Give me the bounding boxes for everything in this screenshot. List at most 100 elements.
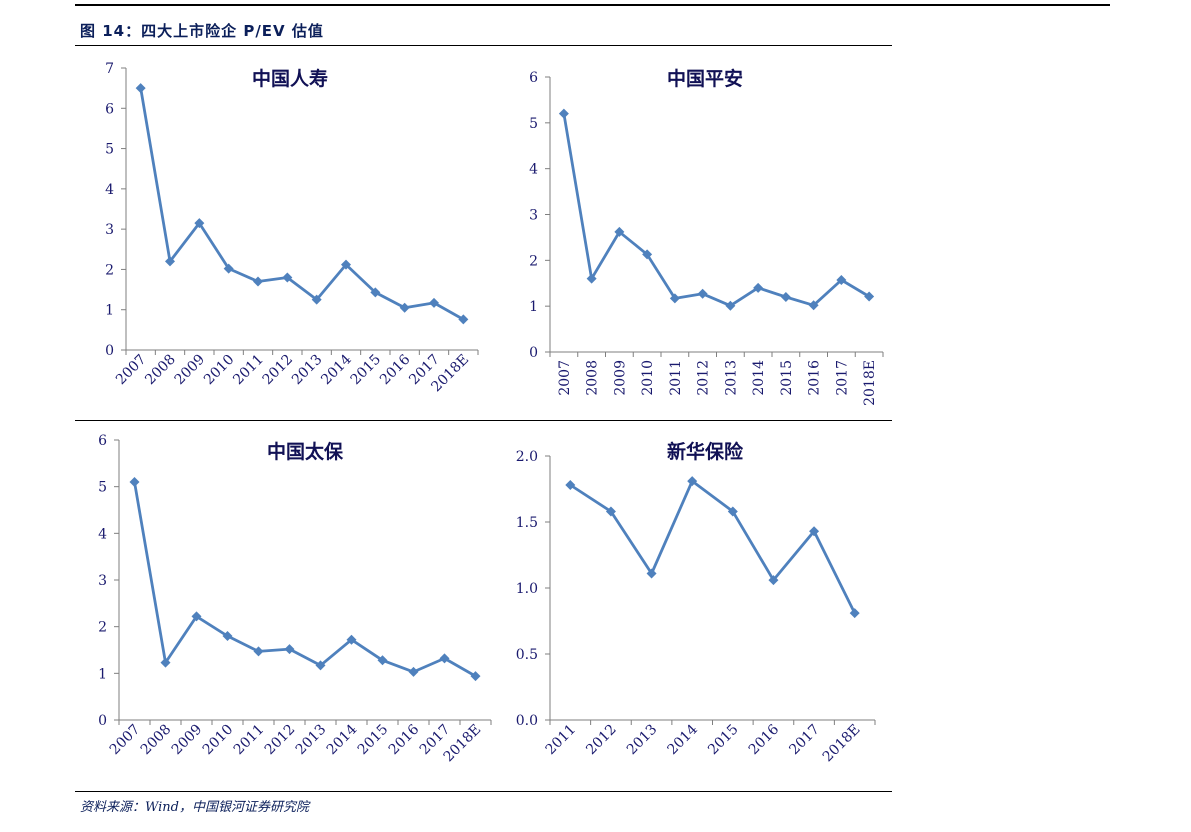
chart-title: 中国人寿 xyxy=(252,67,328,90)
data-point xyxy=(399,302,410,313)
data-point xyxy=(727,506,738,517)
y-tick-label: 3 xyxy=(105,222,114,238)
y-tick-label: 2 xyxy=(98,620,107,636)
x-tick-label: 2010 xyxy=(640,360,656,396)
data-point xyxy=(160,657,171,668)
chart-title: 新华保险 xyxy=(667,440,744,463)
data-point xyxy=(836,275,847,286)
x-tick-label: 2015 xyxy=(705,722,742,759)
chart-ping-an: 中国平安 0 1 2 3 4 5 6 2007 2008 2009 2010 2011 2012 2013 2… xyxy=(529,67,884,406)
x-tick-label: 2018E xyxy=(862,360,878,406)
y-tick-label: 1.0 xyxy=(516,581,538,597)
x-tick-label: 2013 xyxy=(723,360,739,396)
y-tick-label: 1 xyxy=(98,666,107,682)
y-tick-label: 5 xyxy=(105,142,114,158)
x-tick-label: 2015 xyxy=(779,360,795,396)
y-tick-label: 3 xyxy=(98,573,107,589)
data-point xyxy=(753,282,764,293)
data-point xyxy=(346,634,357,645)
x-tick-label: 2016 xyxy=(746,721,783,758)
data-point xyxy=(768,575,779,586)
x-tick-label: 2010 xyxy=(201,352,238,389)
x-tick-label: 2011 xyxy=(543,722,580,759)
top-rule xyxy=(75,4,1110,6)
x-tick-label: 2018E xyxy=(820,722,864,766)
data-point xyxy=(669,293,680,304)
x-tick-label: 2012 xyxy=(583,722,620,759)
data-point xyxy=(223,263,234,274)
x-tick-label: 2014 xyxy=(324,721,361,758)
data-point xyxy=(191,611,202,622)
y-tick-label: 0 xyxy=(529,345,538,361)
y-tick-label: 7 xyxy=(105,61,114,77)
data-point xyxy=(408,666,419,677)
data-point xyxy=(135,83,146,94)
x-tick-label: 2009 xyxy=(169,722,206,759)
y-tick-label: 6 xyxy=(105,101,114,117)
data-point xyxy=(315,660,326,671)
x-tick-label: 2013 xyxy=(293,722,330,759)
data-point xyxy=(614,226,625,237)
data-point xyxy=(377,655,388,666)
title-rule xyxy=(75,45,892,46)
data-point xyxy=(253,276,263,287)
x-tick-label: 2008 xyxy=(585,360,601,396)
x-tick-label: 2009 xyxy=(172,352,209,389)
x-tick-label: 2007 xyxy=(107,722,144,759)
x-tick-label: 2011 xyxy=(668,360,684,396)
x-tick-label: 2014 xyxy=(318,351,355,388)
y-tick-label: 2 xyxy=(105,262,114,278)
data-point xyxy=(697,288,708,299)
data-point xyxy=(646,568,657,579)
data-point xyxy=(458,314,469,325)
data-point xyxy=(808,300,819,311)
y-tick-label: 1 xyxy=(529,299,538,315)
x-tick-label: 2007 xyxy=(557,360,573,396)
data-point xyxy=(809,526,820,537)
x-tick-label: 2014 xyxy=(665,721,702,758)
x-tick-label: 2012 xyxy=(260,352,297,389)
figure-title: 图 14：四大上市险企 P/EV 估值 xyxy=(80,22,324,40)
series-line xyxy=(139,87,464,321)
series-line xyxy=(133,481,477,678)
x-tick-label: 2011 xyxy=(231,722,268,759)
data-point xyxy=(284,644,295,655)
data-point xyxy=(439,653,450,664)
x-tick-label: 2007 xyxy=(113,352,150,389)
data-point xyxy=(311,294,322,305)
data-point xyxy=(253,646,264,657)
y-tick-label: 1 xyxy=(105,303,114,319)
data-point xyxy=(725,300,736,311)
data-point xyxy=(165,256,175,267)
x-tick-label: 2009 xyxy=(612,360,628,396)
y-tick-label: 0.5 xyxy=(516,647,538,663)
data-point xyxy=(429,297,439,308)
y-tick-label: 1.5 xyxy=(516,515,538,531)
data-point xyxy=(642,249,653,260)
x-tick-label: 2013 xyxy=(289,352,326,389)
y-tick-label: 5 xyxy=(529,116,538,132)
y-tick-label: 2 xyxy=(529,253,538,269)
data-point xyxy=(222,631,233,641)
chart-cpic: 中国太保012345620072008200920102011201220132… xyxy=(98,433,492,765)
x-tick-label: 2015 xyxy=(348,352,385,389)
data-point xyxy=(849,608,860,619)
y-tick-label: 4 xyxy=(529,162,538,178)
data-point xyxy=(129,477,140,487)
bottom-rule xyxy=(75,791,892,792)
data-point xyxy=(687,476,698,487)
chart-china-life: 中国人寿 0 1 2 3 4 5 6 7 2007200820092010201120122013… xyxy=(105,61,479,395)
x-tick-label: 2008 xyxy=(142,352,179,389)
data-point xyxy=(605,506,616,517)
x-tick-label: 2016 xyxy=(386,721,423,758)
x-tick-label: 2014 xyxy=(751,360,767,396)
data-point xyxy=(864,291,875,302)
x-tick-label: 2008 xyxy=(138,722,175,759)
y-tick-label: 3 xyxy=(529,208,538,224)
data-point xyxy=(470,671,481,682)
x-tick-label: 2016 xyxy=(377,351,414,388)
x-tick-label: 2011 xyxy=(230,352,267,389)
x-tick-label: 2017 xyxy=(834,360,850,396)
y-tick-label: 4 xyxy=(105,182,114,198)
